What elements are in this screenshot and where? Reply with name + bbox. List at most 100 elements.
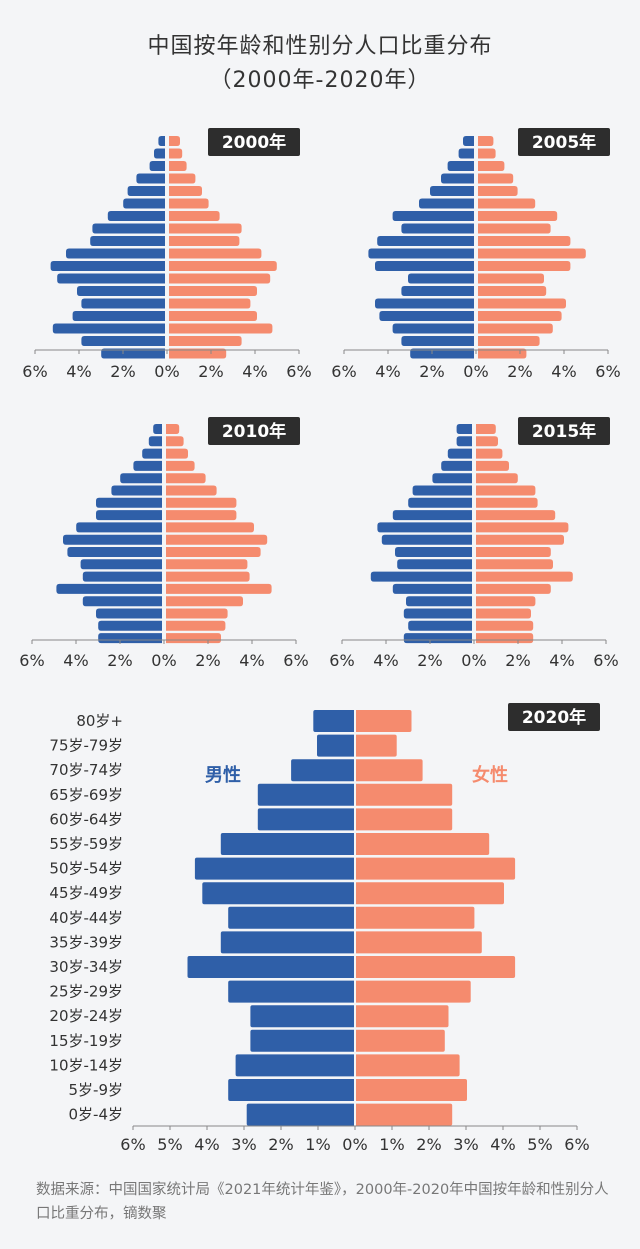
- age-group-label: 30岁-34岁: [49, 958, 123, 976]
- female-bar: [478, 148, 496, 159]
- female-bar: [476, 436, 498, 447]
- female-bar: [169, 236, 240, 246]
- male-bar: [403, 608, 472, 619]
- male-bar: [120, 473, 162, 484]
- male-bar: [401, 223, 474, 234]
- male-bar: [123, 198, 165, 209]
- female-bar: [356, 857, 516, 880]
- male-bar: [66, 248, 165, 259]
- male-bar: [235, 1054, 354, 1077]
- female-bar: [478, 348, 527, 359]
- female-bar: [356, 956, 516, 978]
- x-tick-label: 0%: [461, 651, 486, 670]
- female-bar: [169, 286, 257, 296]
- year-badge: 2000年: [208, 128, 300, 156]
- female-bar: [476, 485, 536, 496]
- male-bar: [430, 186, 474, 196]
- female-bar: [169, 173, 196, 184]
- male-bar: [67, 547, 162, 557]
- female-bar: [356, 808, 453, 831]
- female-bar: [169, 298, 251, 309]
- female-bar: [476, 547, 551, 557]
- female-bar: [478, 261, 571, 271]
- age-group-label: 75岁-79岁: [49, 737, 123, 755]
- male-bar: [463, 136, 474, 146]
- female-bar: [166, 571, 250, 582]
- male-bar: [82, 596, 162, 607]
- male-bar: [375, 261, 474, 271]
- female-bar: [169, 311, 257, 321]
- female-bar: [169, 336, 242, 346]
- male-bar: [370, 571, 472, 582]
- male-bar: [458, 148, 474, 159]
- x-tick-label: 4%: [63, 651, 88, 670]
- x-tick-label: 4%: [551, 362, 576, 381]
- female-bar: [356, 734, 397, 757]
- year-badge-label: 2020年: [522, 707, 586, 728]
- male-bar: [375, 298, 474, 309]
- female-bar: [166, 559, 248, 570]
- male-bar: [96, 608, 162, 619]
- x-tick-label: 2%: [198, 362, 223, 381]
- x-tick-label: 4%: [373, 651, 398, 670]
- female-bar: [476, 534, 564, 545]
- female-bar: [166, 436, 184, 447]
- x-tick-label: 4%: [66, 362, 91, 381]
- x-tick-label: 2%: [110, 362, 135, 381]
- female-bar: [166, 473, 206, 484]
- female-bar: [356, 980, 471, 1003]
- female-bar: [166, 510, 237, 521]
- age-group-label: 45岁-49岁: [49, 884, 123, 902]
- female-bar: [356, 833, 490, 855]
- male-bar: [81, 298, 165, 309]
- male-bar: [377, 236, 474, 246]
- female-bar: [478, 273, 544, 284]
- x-tick-label: 4%: [375, 362, 400, 381]
- male-bar: [50, 261, 165, 271]
- female-bar: [478, 198, 536, 209]
- female-bar: [478, 336, 540, 346]
- male-bar: [220, 931, 354, 954]
- male-bar: [133, 460, 162, 471]
- year-badge: 2005年: [518, 128, 610, 156]
- female-bar: [478, 236, 571, 246]
- male-bar: [154, 148, 165, 159]
- x-tick-label: 6%: [19, 651, 44, 670]
- female-bar: [476, 633, 534, 644]
- male-bar: [81, 336, 165, 346]
- female-bar: [169, 348, 227, 359]
- x-tick-label: 5%: [157, 1135, 182, 1154]
- x-tick-label: 6%: [120, 1135, 145, 1154]
- female-bar: [476, 596, 536, 607]
- male-bar: [408, 273, 474, 284]
- x-tick-label: 2%: [507, 362, 532, 381]
- female-bar: [476, 510, 556, 521]
- female-bar: [476, 608, 531, 619]
- male-bar: [392, 510, 472, 521]
- male-bar: [406, 596, 472, 607]
- x-tick-label: 6%: [331, 362, 356, 381]
- male-bar: [98, 620, 162, 631]
- age-group-label: 0岁-4岁: [69, 1106, 124, 1124]
- x-tick-label: 2%: [419, 362, 444, 381]
- year-badge-label: 2000年: [222, 132, 286, 153]
- female-bar: [356, 783, 453, 806]
- female-bar: [478, 186, 518, 196]
- x-tick-label: 5%: [527, 1135, 552, 1154]
- male-bar: [392, 323, 474, 334]
- male-bar: [257, 783, 354, 806]
- age-group-label: 20岁-24岁: [49, 1007, 123, 1025]
- x-tick-label: 6%: [595, 362, 620, 381]
- male-bar: [392, 211, 474, 221]
- year-badge-label: 2005年: [532, 132, 596, 153]
- x-tick-label: 6%: [593, 651, 618, 670]
- female-bar: [166, 547, 261, 557]
- female-bar: [478, 136, 494, 146]
- male-bar: [381, 534, 472, 545]
- female-bar: [476, 571, 573, 582]
- female-bar: [478, 311, 562, 321]
- year-badge-label: 2010年: [222, 421, 286, 442]
- female-bar: [169, 261, 277, 271]
